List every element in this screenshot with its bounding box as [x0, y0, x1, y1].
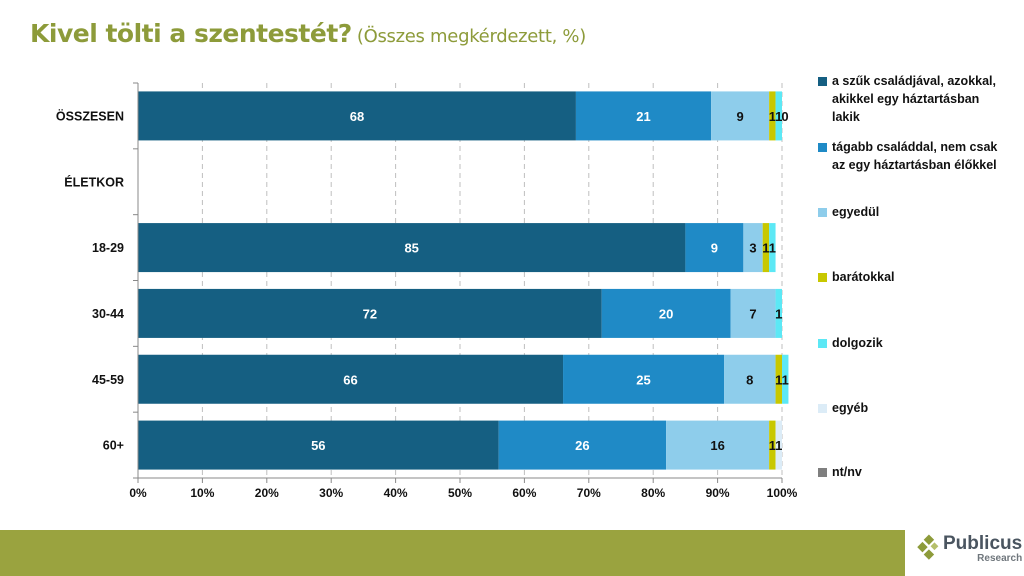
legend-item: egyedül: [818, 203, 1007, 221]
legend-swatch: [818, 77, 827, 86]
data-label: 8: [746, 372, 753, 387]
bar-segment: [138, 223, 686, 273]
category-label: 18-29: [92, 241, 124, 255]
bar-segment: [782, 354, 789, 404]
data-label: 66: [343, 372, 357, 387]
data-label: 1: [769, 438, 776, 453]
legend-label: tágabb családdal, nem csak az egy háztar…: [832, 140, 998, 172]
legend-label: egyedül: [832, 205, 880, 219]
publicus-diamond-icon: [917, 534, 939, 560]
bar-segment: [563, 354, 725, 404]
gridlines: [201, 83, 783, 478]
legend-label: dolgozik: [832, 336, 883, 350]
data-label: 7: [749, 306, 756, 321]
x-tick-label: 30%: [319, 486, 343, 500]
bar-segment: [138, 354, 564, 404]
legend-item: egyéb: [818, 399, 1007, 417]
data-label: 25: [636, 372, 650, 387]
x-tick-label: 70%: [577, 486, 601, 500]
bar-segment: [685, 223, 744, 273]
legend-label: barátokkal: [832, 270, 895, 284]
data-label: 1: [762, 241, 769, 256]
legend-label: nt/nv: [832, 465, 862, 479]
data-label: 26: [575, 438, 589, 453]
legend-swatch: [818, 143, 827, 152]
bar-segment: [775, 288, 782, 338]
legend-item: barátokkal: [818, 268, 1007, 286]
data-label: 1: [775, 109, 782, 124]
x-tick-label: 50%: [448, 486, 472, 500]
data-label: 3: [749, 241, 756, 256]
bar-segment: [138, 288, 602, 338]
x-tick-label: 0%: [129, 486, 147, 500]
bar-segment: [724, 354, 776, 404]
data-label: 0: [781, 109, 788, 124]
x-tick-label: 20%: [255, 486, 279, 500]
data-label: 68: [350, 109, 364, 124]
data-label: 9: [737, 109, 744, 124]
footer-band: [0, 530, 905, 576]
bar-segment: [666, 420, 770, 470]
data-label: 1: [775, 372, 782, 387]
x-tick-label: 90%: [706, 486, 730, 500]
bar-segment: [775, 354, 782, 404]
bar-segment: [769, 420, 776, 470]
x-tick-label: 40%: [384, 486, 408, 500]
data-label: 72: [363, 306, 377, 321]
legend-item: a szűk családjával, azokkal, akikkel egy…: [818, 72, 1007, 126]
category-label: 45-59: [92, 373, 124, 387]
data-label: 16: [710, 438, 724, 453]
bar-segment: [769, 223, 776, 273]
bar-segment: [138, 420, 499, 470]
title-subtitle: (Összes megkérdezett, %): [356, 26, 586, 47]
legend-item: dolgozik: [818, 334, 1007, 352]
bar-segment: [575, 91, 712, 141]
bar-segment: [138, 91, 576, 141]
bar-segment: [769, 91, 776, 141]
category-label: 30-44: [92, 307, 124, 321]
data-label: 9: [711, 241, 718, 256]
logo-sub: Research: [977, 553, 1023, 564]
data-label: 1: [775, 438, 782, 453]
legend-swatch: [818, 339, 827, 348]
legend-item: nt/nv: [818, 463, 1007, 481]
category-label: ÖSSZESEN: [56, 108, 124, 123]
x-tick-label: 10%: [190, 486, 214, 500]
data-label: 56: [311, 438, 325, 453]
data-label: 85: [404, 241, 418, 256]
bar-segment: [601, 288, 731, 338]
bar-segment: [775, 420, 782, 470]
category-label: ÉLETKOR: [64, 174, 124, 189]
x-tick-label: 60%: [512, 486, 536, 500]
data-label: 21: [636, 109, 650, 124]
logo-name: Publicus: [943, 533, 1023, 554]
legend-swatch: [818, 208, 827, 217]
bar-segment: [762, 223, 770, 273]
data-label: 1: [782, 372, 789, 387]
bar-segment: [775, 91, 782, 141]
legend-item: tágabb családdal, nem csak az egy háztar…: [818, 138, 1007, 174]
data-label: 1: [775, 306, 782, 321]
legend-swatch: [818, 404, 827, 413]
publicus-logo: Publicus Research: [916, 534, 1022, 564]
legend-label: egyéb: [832, 401, 869, 415]
bar-segment: [498, 420, 667, 470]
axes: 0% 10% 20% 30% 40% 50% 60% 70% 80% 90% 100% ÖSSZESE…: [56, 82, 798, 500]
data-label: 20: [659, 306, 673, 321]
legend-swatch: [818, 273, 827, 282]
bar-segment: [743, 223, 763, 273]
x-tick-label: 80%: [641, 486, 665, 500]
data-label: 1: [769, 241, 776, 256]
category-label: 60+: [103, 439, 124, 453]
title-main: Kivel tölti a szentestét?: [30, 19, 352, 48]
data-label: 1: [769, 109, 776, 124]
x-tick-label: 100%: [767, 486, 798, 500]
chart-title: Kivel tölti a szentestét? (Összes megkér…: [30, 19, 586, 48]
bar-segment: [730, 288, 776, 338]
legend-swatch: [818, 468, 827, 477]
legend-label: a szűk családjával, azokkal, akikkel egy…: [832, 74, 996, 124]
bar-segment: [711, 91, 770, 141]
